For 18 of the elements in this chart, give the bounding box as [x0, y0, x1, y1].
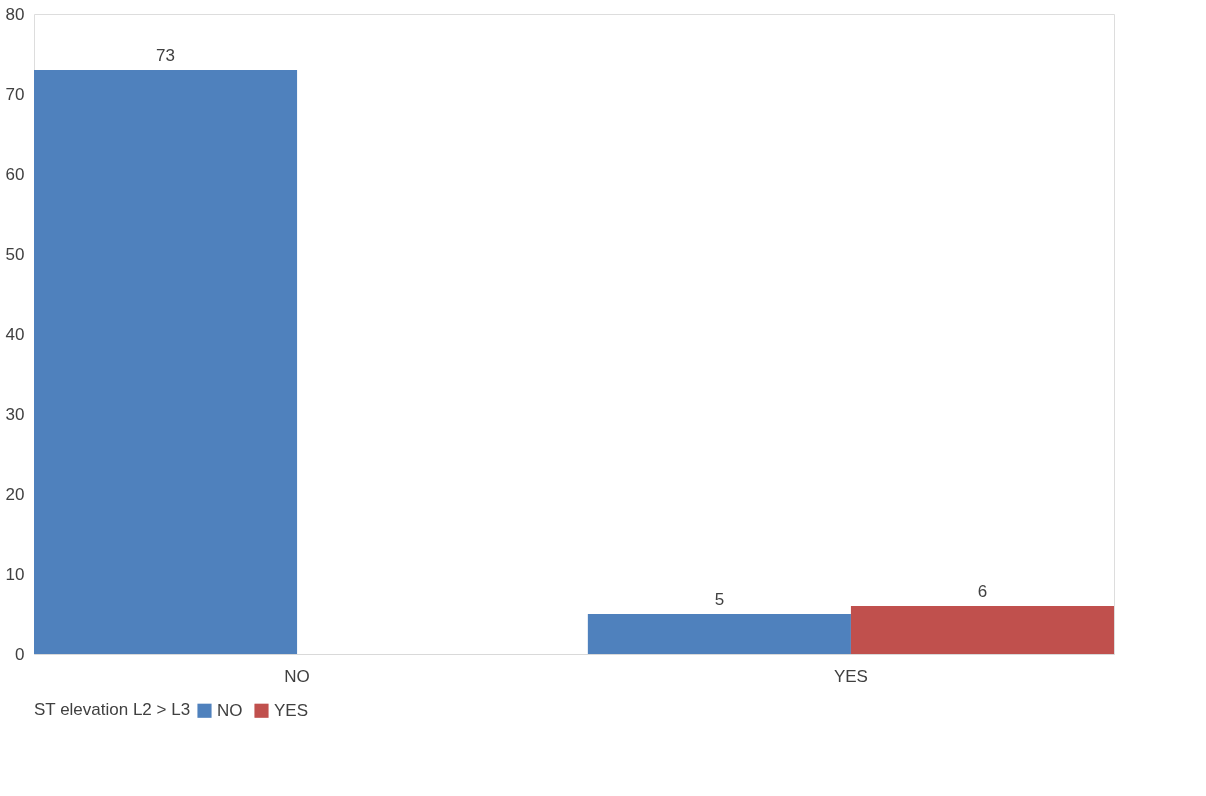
y-tick-label: 40 [5, 324, 25, 344]
y-tick-label: 80 [5, 4, 25, 24]
bar [587, 614, 851, 654]
y-tick-label: 30 [5, 404, 25, 424]
legend-label: YES [274, 700, 309, 720]
data-label: 6 [977, 582, 988, 601]
bar [34, 70, 298, 654]
bar [850, 606, 1114, 654]
y-tick-label: 0 [15, 644, 25, 664]
y-tick-label: 10 [5, 564, 25, 584]
legend-label: NO [217, 700, 243, 720]
data-label: 73 [156, 46, 175, 65]
y-tick-label: 20 [5, 484, 25, 504]
y-tick-label: 70 [5, 84, 25, 104]
data-label: 5 [714, 590, 725, 609]
y-tick-label: 60 [5, 164, 25, 184]
legend-title: ST elevation L2 > L3 [34, 700, 191, 719]
y-tick-label: 50 [5, 244, 25, 264]
